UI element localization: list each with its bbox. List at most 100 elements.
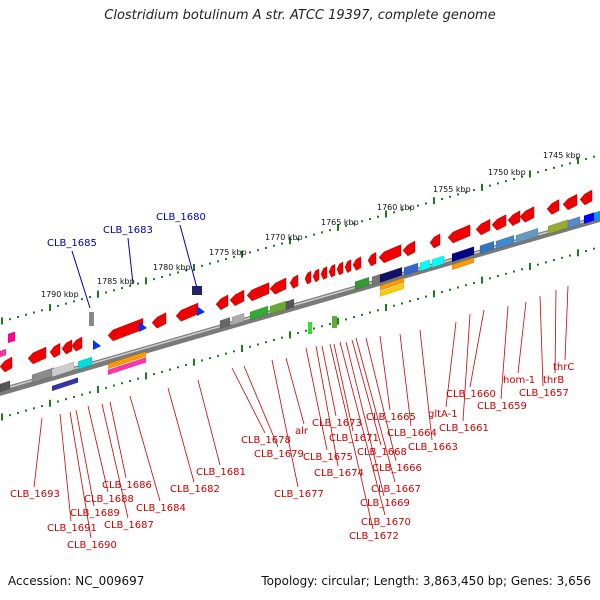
gene-label-red: CLB_1690	[67, 540, 117, 551]
gene-label-red: CLB_1672	[349, 531, 399, 542]
tick-mark	[257, 249, 259, 252]
gene-stripe	[379, 283, 405, 297]
tick-mark	[273, 338, 275, 341]
tick-mark	[169, 273, 171, 276]
kbp-label: 1755 kbp	[433, 185, 471, 194]
tick-mark	[145, 277, 147, 285]
gene-arrow	[246, 282, 270, 302]
gene-stripe	[451, 257, 475, 271]
red-leader	[109, 401, 127, 479]
tick-mark	[241, 345, 243, 353]
tick-mark	[129, 379, 131, 382]
gene-label-red: CLB_1657	[519, 388, 569, 399]
tick-mark	[73, 395, 75, 398]
rna-marker	[197, 306, 205, 316]
tick-mark	[393, 304, 395, 307]
red-leader	[69, 411, 92, 539]
tick-mark	[569, 162, 571, 165]
tick-mark	[17, 315, 19, 318]
gene-block	[231, 312, 245, 326]
red-leader	[59, 413, 72, 522]
kbp-label: 1760 kbp	[377, 203, 415, 212]
gene-arrow	[304, 270, 312, 285]
red-leader	[101, 403, 129, 519]
tick-mark	[337, 317, 339, 325]
red-leader	[500, 305, 509, 400]
tick-mark	[321, 325, 323, 328]
gene-block	[379, 267, 403, 283]
gene-label-red: CLB_1669	[360, 498, 410, 509]
tick-mark	[153, 278, 155, 281]
tick-mark	[425, 295, 427, 298]
tick-mark	[345, 224, 347, 227]
gene-label-red: CLB_1678	[241, 435, 291, 446]
tick-mark	[353, 316, 355, 319]
tick-mark	[385, 303, 387, 311]
red-leader	[243, 365, 279, 448]
tick-mark	[441, 197, 443, 200]
red-leader	[345, 341, 385, 497]
tick-mark	[233, 255, 235, 258]
tick-mark	[313, 327, 315, 330]
red-leader	[197, 379, 221, 466]
tick-mark	[417, 297, 419, 300]
gene-arrow	[320, 266, 328, 280]
gene-label-red: CLB_1670	[361, 517, 411, 528]
tick-mark	[121, 382, 123, 385]
red-leader	[271, 359, 299, 488]
red-leader	[285, 357, 305, 425]
red-leader	[167, 387, 195, 483]
tick-mark	[353, 222, 355, 225]
tick-mark	[49, 399, 51, 407]
tick-mark	[281, 242, 283, 245]
tick-mark	[433, 197, 435, 205]
gene-arrow	[344, 259, 352, 273]
tick-mark	[65, 302, 67, 305]
tick-mark	[177, 271, 179, 274]
gene-block	[431, 255, 445, 268]
tick-mark	[577, 249, 579, 257]
tick-mark	[401, 209, 403, 212]
gene-block	[495, 234, 515, 250]
gene-arrow	[289, 274, 299, 289]
gene-label-red: CLB_1674	[314, 468, 364, 479]
gene-stripe	[107, 351, 147, 370]
red-leader	[333, 343, 354, 432]
gene-label-red: CLB_1681	[196, 467, 246, 478]
gene-label-blue: CLB_1680	[156, 212, 206, 223]
tick-mark	[553, 259, 555, 262]
tick-mark	[217, 354, 219, 357]
red-leader	[321, 345, 337, 417]
gene-label-blue: CLB_1683	[103, 225, 153, 236]
tick-mark	[89, 391, 91, 394]
tick-mark	[449, 288, 451, 291]
tick-mark	[129, 284, 131, 287]
tick-mark	[361, 313, 363, 316]
red-leader	[365, 337, 397, 462]
tick-mark	[337, 223, 339, 231]
kbp-label: 1770 kbp	[265, 233, 303, 242]
red-leader	[33, 417, 43, 488]
inner-tick-ring	[1, 247, 595, 421]
gene-block	[451, 246, 475, 263]
blue-leader	[71, 250, 91, 309]
red-leader	[564, 285, 569, 361]
rna-marker	[139, 322, 147, 332]
tick-mark	[17, 411, 19, 414]
kbp-scale-labels: 1745 kbp 1750 kbp 1755 kbp 1760 kbp 1765 kbp…	[41, 151, 581, 299]
gene-tracks	[0, 189, 600, 393]
gene-block	[192, 286, 202, 295]
tick-mark	[457, 286, 459, 289]
gene-label-red: CLB_1684	[136, 503, 186, 514]
gene-label-red: CLB_1664	[387, 428, 437, 439]
tick-mark	[465, 284, 467, 287]
map-title: Clostridium botulinum A str. ATCC 19397,…	[104, 8, 496, 23]
tick-mark	[137, 377, 139, 380]
tick-mark	[529, 170, 531, 178]
tick-mark	[329, 322, 331, 325]
tick-mark	[473, 189, 475, 192]
tick-mark	[297, 332, 299, 335]
tick-mark	[209, 262, 211, 265]
gene-label-red: CLB_1689	[70, 508, 120, 519]
tick-mark	[409, 300, 411, 303]
